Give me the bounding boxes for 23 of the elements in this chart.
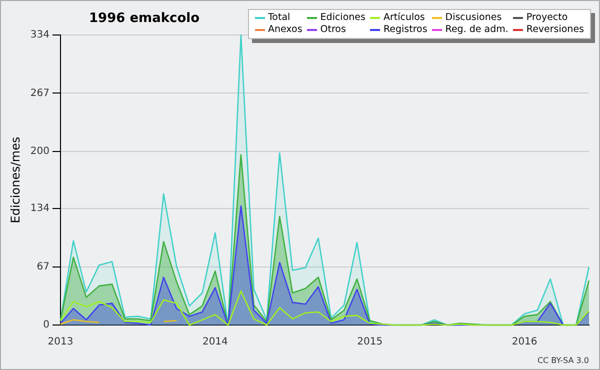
y-tick-label: 334 (30, 30, 50, 41)
y-tick-label: 67 (36, 261, 50, 272)
y-tick-label: 200 (30, 146, 50, 157)
y-axis-title: Ediciones/mes (8, 136, 22, 224)
x-tick-label: 2014 (202, 336, 228, 348)
legend-label: Reg. de adm. (445, 24, 508, 36)
x-tick-label: 2015 (357, 336, 383, 348)
y-tick-label: 0 (43, 320, 50, 331)
legend-label: Ediciones (320, 12, 366, 24)
legend-label: Total (268, 12, 290, 24)
x-tick-label: 2016 (512, 336, 538, 348)
legend-label: Registros (383, 24, 428, 36)
chart-title: 1996 emakcolo (89, 11, 200, 26)
text: CC BY-SA 3.0 (537, 356, 589, 365)
legend-label: Anexos (268, 24, 302, 36)
legend-label: Artículos (383, 12, 425, 24)
legend-label: Reversiones (526, 24, 584, 36)
y-tick-label: 267 (30, 88, 50, 99)
x-tick-label: 2013 (48, 336, 74, 348)
legend-label: Proyecto (526, 12, 568, 24)
y-tick-label: 134 (30, 203, 50, 214)
legend-label: Otros (320, 24, 346, 36)
legend-label: Discusiones (445, 12, 502, 24)
